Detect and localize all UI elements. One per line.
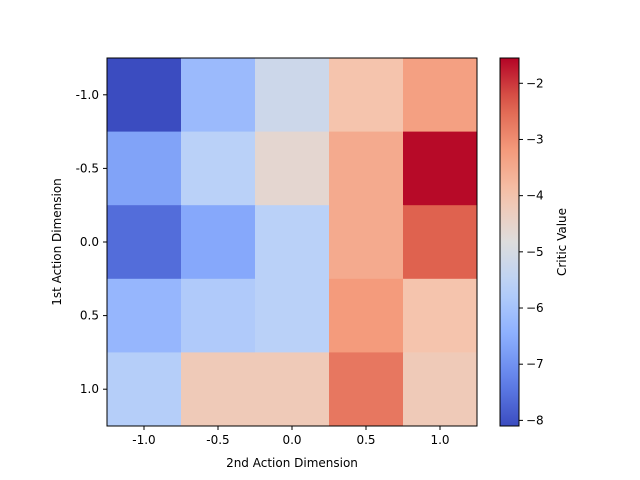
y-axis-ticks: -1.0 -0.5 0.0 0.5 1.0 — [76, 88, 107, 396]
colorbar-tick-label: −8 — [526, 413, 544, 427]
heatmap-cell — [255, 131, 330, 206]
heatmap-cell — [181, 131, 256, 206]
heatmap-cell — [107, 352, 182, 427]
x-tick-label: 0.5 — [356, 433, 375, 447]
colorbar — [499, 57, 520, 427]
colorbar-ticks: −8 −7 −6 −5 −4 −3 −2 — [519, 76, 544, 427]
colorbar-tick-label: −5 — [526, 245, 544, 259]
colorbar-tick-label: −4 — [526, 189, 544, 203]
heatmap-cell — [107, 58, 182, 133]
heatmap-cell — [255, 58, 330, 133]
y-tick-label: -0.5 — [76, 161, 99, 175]
y-tick-label: 1.0 — [80, 382, 99, 396]
x-tick-label: -0.5 — [206, 433, 229, 447]
heatmap-cell — [181, 278, 256, 353]
heatmap-cell — [255, 352, 330, 427]
heatmap-cell — [255, 278, 330, 353]
colorbar-tick-label: −3 — [526, 132, 544, 146]
heatmap-cell — [403, 58, 478, 133]
heatmap-cell — [107, 278, 182, 353]
y-tick-label: 0.0 — [80, 235, 99, 249]
x-axis-ticks: -1.0 -0.5 0.0 0.5 1.0 — [132, 426, 450, 447]
heatmap-cell — [403, 352, 478, 427]
heatmap-cell — [181, 205, 256, 280]
heatmap-cells — [107, 58, 478, 427]
heatmap-cell — [107, 131, 182, 206]
colorbar-tick-label: −2 — [526, 76, 544, 90]
heatmap-cell — [329, 205, 404, 280]
heatmap-cell — [255, 205, 330, 280]
y-axis-label: 1st Action Dimension — [50, 178, 64, 306]
heatmap-cell — [329, 131, 404, 206]
heatmap-cell — [329, 58, 404, 133]
colorbar-tick-label: −6 — [526, 301, 544, 315]
heatmap-cell — [329, 352, 404, 427]
heatmap-cell — [329, 278, 404, 353]
heatmap-cell — [107, 205, 182, 280]
y-tick-label: -1.0 — [76, 88, 99, 102]
heatmap-cell — [181, 58, 256, 133]
colorbar-label: Critic Value — [555, 208, 569, 276]
colorbar-tick-label: −7 — [526, 357, 544, 371]
heatmap-cell — [403, 205, 478, 280]
heatmap-cell — [403, 131, 478, 206]
heatmap-cell — [403, 278, 478, 353]
x-tick-label: 0.0 — [282, 433, 301, 447]
y-tick-label: 0.5 — [80, 309, 99, 323]
heatmap-cell — [181, 352, 256, 427]
x-axis-label: 2nd Action Dimension — [226, 456, 358, 470]
x-tick-label: -1.0 — [132, 433, 155, 447]
x-tick-label: 1.0 — [430, 433, 449, 447]
